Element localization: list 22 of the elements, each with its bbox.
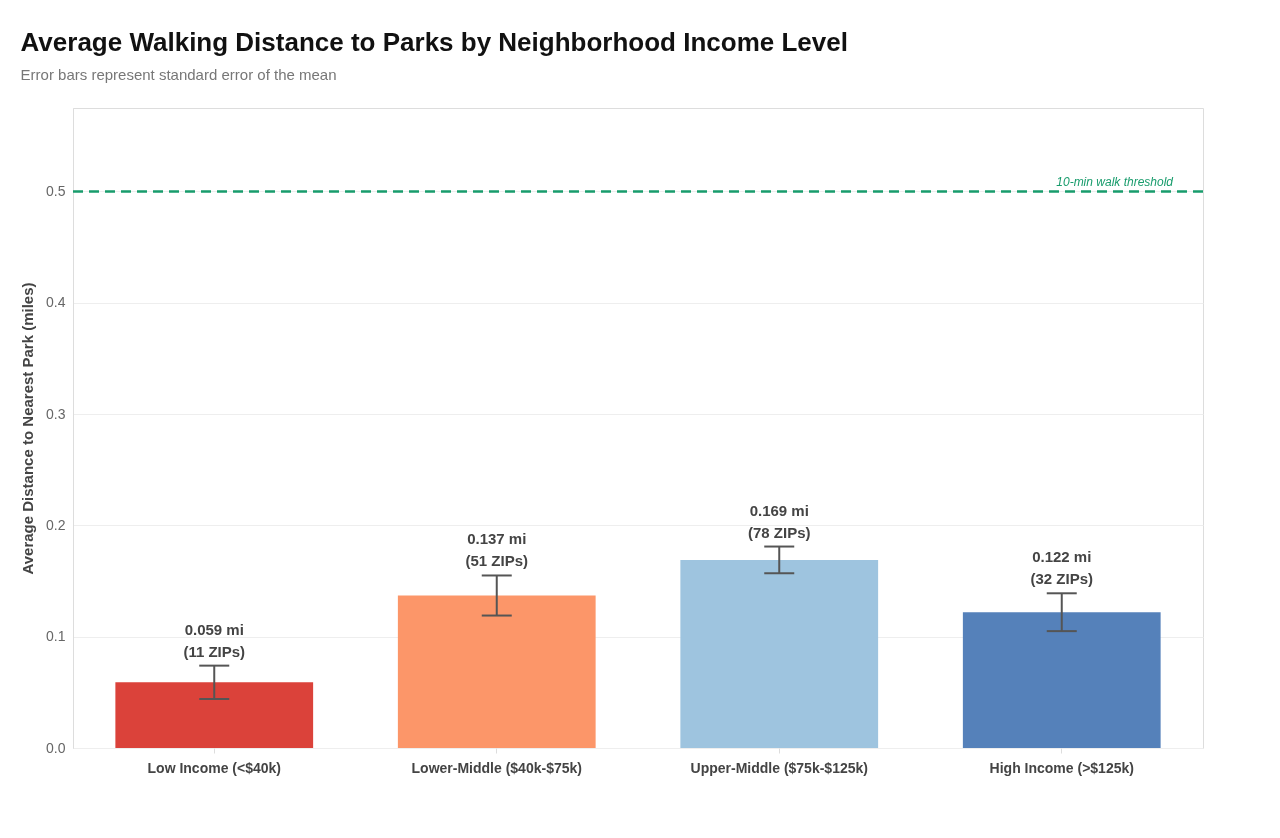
y-tick-label: 0.0 bbox=[46, 739, 66, 756]
bar bbox=[397, 595, 596, 748]
chart-subtitle: Error bars represent standard error of the mean bbox=[20, 66, 337, 83]
bar bbox=[115, 682, 314, 748]
y-tick-label: 0.5 bbox=[46, 182, 66, 199]
x-tick-label: High Income (>$125k) bbox=[989, 759, 1134, 776]
y-axis-title: Average Distance to Nearest Park (miles) bbox=[19, 282, 37, 575]
bar bbox=[962, 612, 1161, 748]
ref-line-label: 10-min walk threshold bbox=[1056, 175, 1174, 190]
y-tick-label: 0.2 bbox=[46, 516, 66, 533]
data-label: 0.137 mi (51 ZIPs) bbox=[465, 530, 529, 570]
x-tick-label: Lower-Middle ($40k-$75k) bbox=[411, 759, 582, 776]
data-label: 0.169 mi (78 ZIPs) bbox=[747, 501, 811, 541]
x-tick-label: Upper-Middle ($75k-$125k) bbox=[690, 759, 868, 776]
y-tick-label: 0.3 bbox=[46, 405, 66, 422]
chart-title: Average Walking Distance to Parks by Neighborhood Income Level bbox=[20, 27, 848, 57]
bar bbox=[680, 559, 879, 748]
x-tick-label: Low Income (<$40k) bbox=[147, 759, 281, 776]
y-tick-label: 0.4 bbox=[46, 294, 66, 311]
data-label: 0.059 mi (11 ZIPs) bbox=[183, 620, 246, 660]
y-tick-label: 0.1 bbox=[46, 628, 66, 645]
data-label: 0.122 mi (32 ZIPs) bbox=[1030, 548, 1094, 588]
